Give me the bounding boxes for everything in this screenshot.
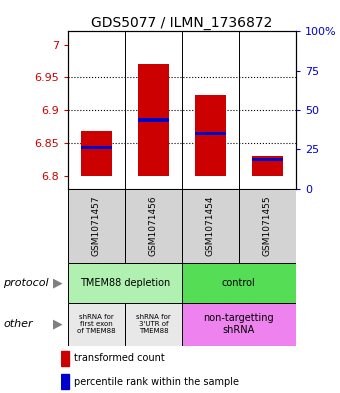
Bar <box>61 374 69 389</box>
Bar <box>252 158 283 161</box>
Text: control: control <box>222 278 256 288</box>
Bar <box>68 263 182 303</box>
Text: GSM1071455: GSM1071455 <box>263 196 272 256</box>
Bar <box>68 189 125 263</box>
Bar <box>195 95 226 176</box>
Text: GSM1071456: GSM1071456 <box>149 196 158 256</box>
Text: ▶: ▶ <box>53 318 62 331</box>
Text: GSM1071457: GSM1071457 <box>92 196 101 256</box>
Text: shRNA for
3'UTR of
TMEM88: shRNA for 3'UTR of TMEM88 <box>136 314 171 334</box>
Text: percentile rank within the sample: percentile rank within the sample <box>74 377 239 387</box>
Bar <box>252 156 283 176</box>
Text: other: other <box>3 319 33 329</box>
Text: GDS5077 / ILMN_1736872: GDS5077 / ILMN_1736872 <box>91 16 273 30</box>
Bar <box>81 131 112 176</box>
Bar <box>195 132 226 135</box>
Bar <box>81 146 112 149</box>
Bar <box>68 303 125 346</box>
Text: shRNA for
first exon
of TMEM88: shRNA for first exon of TMEM88 <box>77 314 116 334</box>
Bar <box>125 303 182 346</box>
Bar <box>138 64 169 176</box>
Bar <box>182 303 296 346</box>
Text: transformed count: transformed count <box>74 353 165 364</box>
Text: non-targetting
shRNA: non-targetting shRNA <box>204 314 274 335</box>
Text: ▶: ▶ <box>53 276 62 290</box>
Bar <box>125 189 182 263</box>
Bar <box>182 263 296 303</box>
Bar <box>138 118 169 121</box>
Text: TMEM88 depletion: TMEM88 depletion <box>80 278 170 288</box>
Bar <box>239 189 296 263</box>
Bar <box>182 189 239 263</box>
Text: GSM1071454: GSM1071454 <box>206 196 215 256</box>
Bar <box>61 351 69 366</box>
Text: protocol: protocol <box>3 278 49 288</box>
